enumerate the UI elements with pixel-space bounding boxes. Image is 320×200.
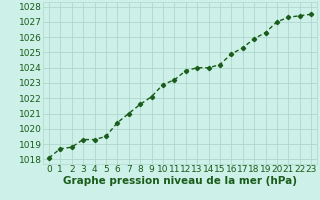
X-axis label: Graphe pression niveau de la mer (hPa): Graphe pression niveau de la mer (hPa): [63, 176, 297, 186]
